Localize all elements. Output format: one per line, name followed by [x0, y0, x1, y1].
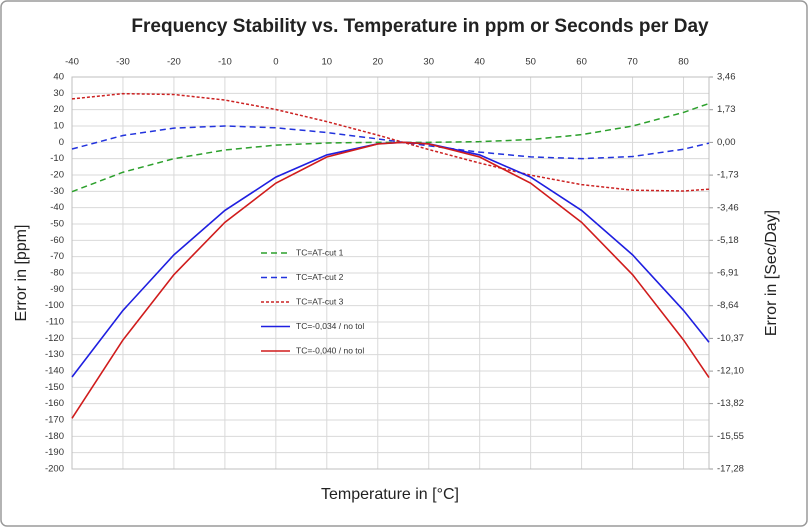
y2-tick-label: -15,55	[717, 431, 744, 442]
y2-tick-label: -3,46	[717, 202, 739, 213]
x-tick-label: 20	[372, 57, 383, 68]
y-tick-label: -130	[45, 349, 64, 360]
x-tick-label: 60	[576, 57, 587, 68]
legend-label: TC=AT-cut 3	[296, 296, 344, 306]
plot-border	[71, 76, 710, 470]
y-tick-label: -80	[50, 268, 64, 279]
y-tick-label: -60	[50, 235, 64, 246]
y-tick-label: 0	[59, 137, 64, 148]
y2-tick-label: 3,46	[717, 72, 736, 83]
y-tick-label: -110	[46, 317, 64, 328]
y2-tick-label: -10,37	[717, 333, 744, 344]
x-tick-label: 50	[525, 57, 536, 68]
x-axis-title: Temperature in [°C]	[321, 486, 459, 503]
y-tick-label: -170	[45, 415, 64, 426]
y2-tick-label: -17,28	[717, 464, 744, 475]
x-tick-label: 0	[273, 57, 278, 68]
y-tick-label: -180	[45, 431, 64, 442]
y-tick-label: 40	[53, 72, 64, 83]
y-tick-label: -120	[45, 333, 64, 344]
y2-tick-label: -13,82	[717, 398, 744, 409]
legend-label: TC=AT-cut 2	[296, 272, 344, 282]
y-tick-label: -150	[45, 382, 64, 393]
chart-title: Frequency Stability vs. Temperature in p…	[131, 16, 709, 37]
legend-label: TC=-0,034 / no tol	[296, 321, 364, 331]
y-tick-label: -10	[50, 153, 64, 164]
y-tick-label: -90	[50, 284, 64, 295]
x-tick-label: 40	[474, 57, 485, 68]
y-tick-label: -40	[50, 202, 64, 213]
y-tick-label: -160	[45, 398, 64, 409]
x-tick-label: 70	[627, 57, 638, 68]
x-tick-label: -20	[167, 57, 181, 68]
y2-tick-label: 0,00	[717, 137, 736, 148]
y-tick-label: -20	[50, 170, 64, 181]
legend-label: TC=-0,040 / no tol	[296, 345, 364, 355]
y-tick-label: 10	[53, 121, 64, 132]
y-tick-label: -190	[45, 447, 64, 458]
y-tick-label: -70	[50, 251, 64, 262]
y2-tick-label: -6,91	[717, 268, 739, 279]
y-axis-title: Error in [ppm]	[13, 225, 30, 322]
y2-tick-label: -8,64	[717, 300, 739, 311]
series-line	[71, 141, 710, 419]
y-tick-label: -140	[45, 366, 64, 377]
y-tick-label: -50	[50, 219, 64, 230]
y-tick-label: 30	[53, 88, 64, 99]
x-tick-label: -10	[218, 57, 232, 68]
y2-tick-label: 1,73	[717, 104, 736, 115]
x-tick-label: 30	[423, 57, 434, 68]
x-tick-label: -40	[65, 57, 79, 68]
y-tick-label: -100	[45, 300, 64, 311]
y2-tick-label: -12,10	[717, 366, 744, 377]
y-tick-label: -200	[45, 464, 64, 475]
x-tick-label: 80	[678, 57, 689, 68]
y2-axis-title: Error in [Sec/Day]	[763, 210, 780, 336]
legend-label: TC=AT-cut 1	[296, 247, 344, 257]
y-tick-label: -30	[50, 186, 64, 197]
x-tick-label: -30	[116, 57, 130, 68]
x-tick-label: 10	[322, 57, 333, 68]
y2-tick-label: -5,18	[717, 235, 739, 246]
y-tick-label: 20	[53, 104, 64, 115]
y2-tick-label: -1,73	[717, 170, 739, 181]
series-line	[71, 102, 710, 193]
